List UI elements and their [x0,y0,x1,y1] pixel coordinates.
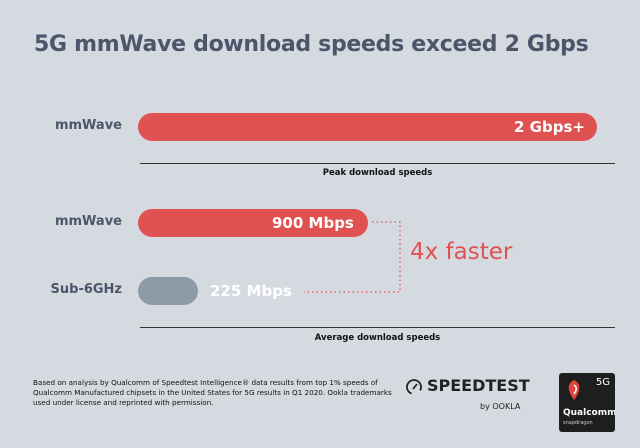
5g-label: 5G [595,377,610,388]
category-label-mmwave-avg: mmWave [54,214,122,229]
axis-line-avg [140,327,615,328]
qualcomm-label: Qualcomm [563,408,615,418]
axis-line-peak [140,163,615,164]
bar-sub6-avg [138,277,198,305]
axis-label-avg: Average download speeds [314,333,441,343]
qualcomm-snapdragon-logo: 5G Qualcomm snapdragon [559,373,615,432]
chart-title: 5G mmWave download speeds exceed 2 Gbps [34,32,589,57]
axis-label-peak: Peak download speeds [322,168,433,178]
ookla-logo: by OOKLA [480,402,521,411]
data-label-sub6: 225 Mbps [210,282,292,300]
footnote: Based on analysis by Qualcomm of Speedte… [33,378,392,407]
snapdragon-label: snapdragon [563,420,593,426]
speedtest-logo: SPEEDTEST [427,376,530,395]
data-label-mmwave-peak: 2 Gbps+ [514,118,585,136]
bar-mmwave-peak [138,113,597,141]
bar-mmwave-avg [138,209,368,237]
data-label-mmwave-avg: 900 Mbps [272,214,354,232]
category-label-mmwave-peak: mmWave [54,118,122,133]
speedometer-icon [405,378,423,400]
annotation-4x-faster: 4x faster [410,239,513,265]
category-label-sub6: Sub-6GHz [50,282,122,297]
snapdragon-icon [568,380,580,400]
